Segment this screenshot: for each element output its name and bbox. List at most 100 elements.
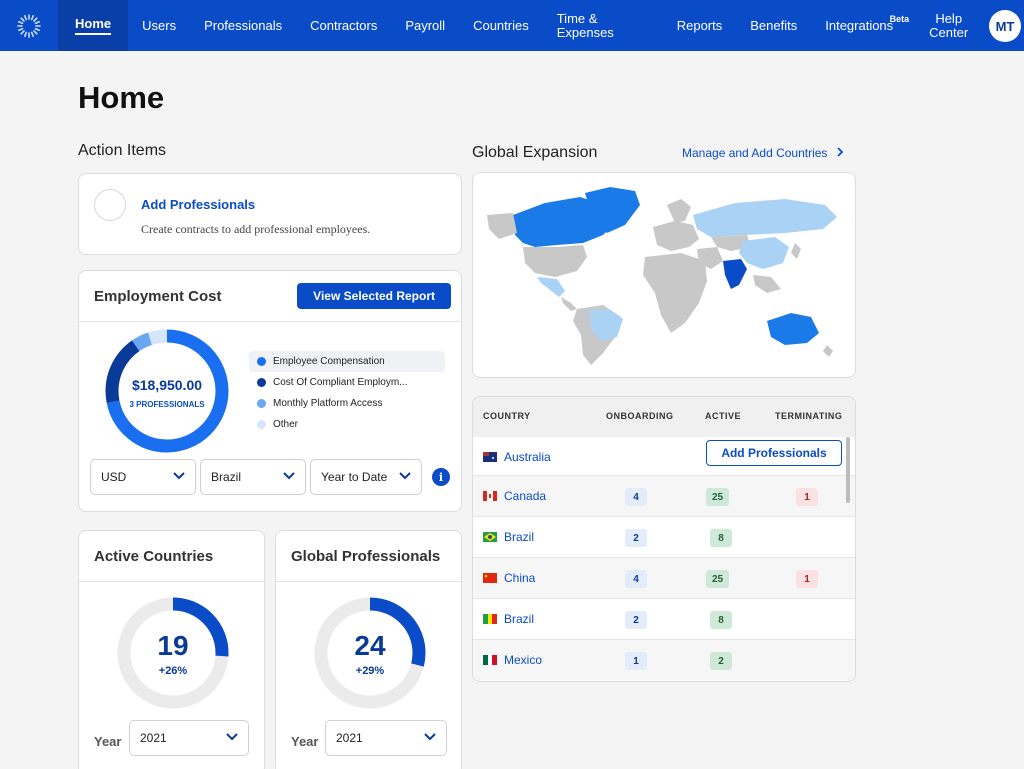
country-name[interactable]: Canada [504, 489, 547, 503]
country-select[interactable]: Brazil [200, 459, 306, 495]
employment-cost-header: Employment Cost View Selected Report [79, 271, 461, 322]
legend-item[interactable]: Employee Compensation [249, 351, 445, 372]
employment-cost-sub: 3 PROFESSIONALS [129, 400, 205, 409]
info-icon[interactable]: i [432, 468, 450, 486]
map-australia [767, 313, 819, 345]
col-country: COUNTRY [483, 411, 531, 421]
table-row[interactable]: China 4 25 1 [473, 557, 855, 598]
map-mexico [537, 277, 565, 297]
nav-reports[interactable]: Reports [676, 17, 723, 33]
global-professionals-gauge [314, 597, 426, 709]
legend-dot [257, 378, 266, 387]
active-badge: 25 [706, 488, 730, 506]
top-nav: Home Users Professionals Contractors Pay… [0, 0, 1024, 51]
period-select[interactable]: Year to Date [310, 459, 422, 495]
year-label: Year [94, 734, 122, 749]
global-expansion-title: Global Expansion [472, 144, 598, 161]
country-name[interactable]: Brazil [504, 530, 535, 544]
country-name[interactable]: China [504, 571, 536, 585]
avatar[interactable]: MT [989, 10, 1021, 42]
map-alaska [487, 213, 517, 239]
active-countries-change: +26% [158, 665, 188, 677]
global-professionals-title: Global Professionals [291, 548, 441, 565]
map-africa [643, 253, 707, 333]
map-india [723, 259, 747, 289]
action-item-card[interactable]: Add Professionals Create contracts to ad… [78, 173, 462, 255]
nav-home[interactable]: Home [58, 0, 129, 51]
action-item-title[interactable]: Add Professionals [141, 197, 256, 212]
map-new-zealand [823, 345, 833, 357]
nav-integrations[interactable]: Integrations Beta [825, 14, 910, 33]
active-countries-year-select[interactable]: 2021 [129, 720, 249, 756]
active-countries-gauge [117, 597, 229, 709]
nav-payroll[interactable]: Payroll [405, 17, 446, 33]
action-item-checkbox[interactable] [94, 189, 126, 221]
terminating-badge: 1 [796, 570, 818, 588]
chevron-down-icon [173, 472, 185, 480]
brazil-flag-icon [483, 532, 497, 542]
table-row[interactable]: Canada 4 25 1 [473, 475, 855, 516]
china-flag-icon [483, 573, 497, 583]
country-name[interactable]: Brazil [504, 612, 535, 626]
legend-dot [257, 399, 266, 408]
global-professionals-header: Global Professionals [276, 531, 461, 582]
nav-users[interactable]: Users [142, 17, 177, 33]
beta-badge: Beta [889, 14, 910, 24]
global-professionals-change: +29% [355, 665, 385, 677]
nav-time-expenses[interactable]: Time & Expenses [556, 10, 614, 40]
map-europe [653, 221, 699, 251]
manage-countries-link[interactable]: Manage and Add Countries [682, 146, 844, 160]
world-map[interactable] [485, 185, 845, 367]
map-southeast-asia [753, 275, 781, 293]
active-badge: 2 [710, 652, 732, 670]
map-greenland [585, 187, 640, 233]
table-row[interactable]: Brazil 2 8 [473, 516, 855, 557]
onboarding-badge: 4 [625, 570, 647, 588]
active-badge: 8 [710, 611, 732, 629]
currency-select[interactable]: USD [90, 459, 196, 495]
nav-help-center[interactable]: Help Center [929, 10, 969, 40]
onboarding-badge: 2 [625, 529, 647, 547]
employment-cost-legend: Employee Compensation Cost Of Compliant … [249, 351, 445, 435]
action-items-title: Action Items [78, 142, 167, 159]
map-middle-east [697, 247, 723, 269]
logo-icon[interactable] [0, 0, 58, 51]
country-table: COUNTRY ONBOARDING ACTIVE TERMINATING Au… [472, 396, 856, 682]
map-scandinavia [667, 199, 691, 223]
active-countries-title: Active Countries [94, 548, 214, 565]
table-row[interactable]: Mexico 1 2 [473, 639, 855, 680]
employment-cost-title: Employment Cost [94, 288, 222, 305]
chevron-down-icon [283, 472, 295, 480]
table-row[interactable]: Brazil 2 8 [473, 598, 855, 639]
map-china [739, 237, 789, 269]
chevron-down-icon [226, 733, 238, 741]
add-professionals-button[interactable]: Add Professionals [706, 440, 842, 466]
active-badge: 25 [706, 570, 730, 588]
col-active: ACTIVE [705, 411, 742, 421]
flag-icon [483, 614, 497, 624]
country-name[interactable]: Australia [504, 450, 551, 464]
legend-item[interactable]: Other [249, 414, 445, 435]
nav-contractors[interactable]: Contractors [310, 17, 378, 33]
legend-item[interactable]: Cost Of Compliant Employm... [249, 372, 445, 393]
nav-countries[interactable]: Countries [473, 17, 529, 33]
table-scrollbar[interactable] [846, 437, 850, 503]
employment-cost-donut [105, 329, 229, 453]
country-name[interactable]: Mexico [504, 653, 543, 667]
chevron-down-icon [399, 472, 411, 480]
page-title: Home [78, 80, 165, 115]
table-row[interactable]: Australia Add Professionals [473, 437, 855, 478]
legend-dot [257, 357, 266, 366]
nav-benefits[interactable]: Benefits [750, 17, 798, 33]
legend-dot [257, 420, 266, 429]
legend-item[interactable]: Monthly Platform Access [249, 393, 445, 414]
global-professionals-year-select[interactable]: 2021 [325, 720, 447, 756]
nav-professionals[interactable]: Professionals [204, 17, 283, 33]
action-item-description: Create contracts to add professional emp… [141, 222, 371, 236]
col-terminating: TERMINATING [775, 411, 843, 421]
view-selected-report-button[interactable]: View Selected Report [297, 283, 451, 309]
global-professionals-card: Global Professionals 24 +29% Year 2021 [275, 530, 462, 769]
active-countries-value: 19 [157, 630, 189, 661]
onboarding-badge: 2 [625, 611, 647, 629]
world-map-card [472, 172, 856, 378]
